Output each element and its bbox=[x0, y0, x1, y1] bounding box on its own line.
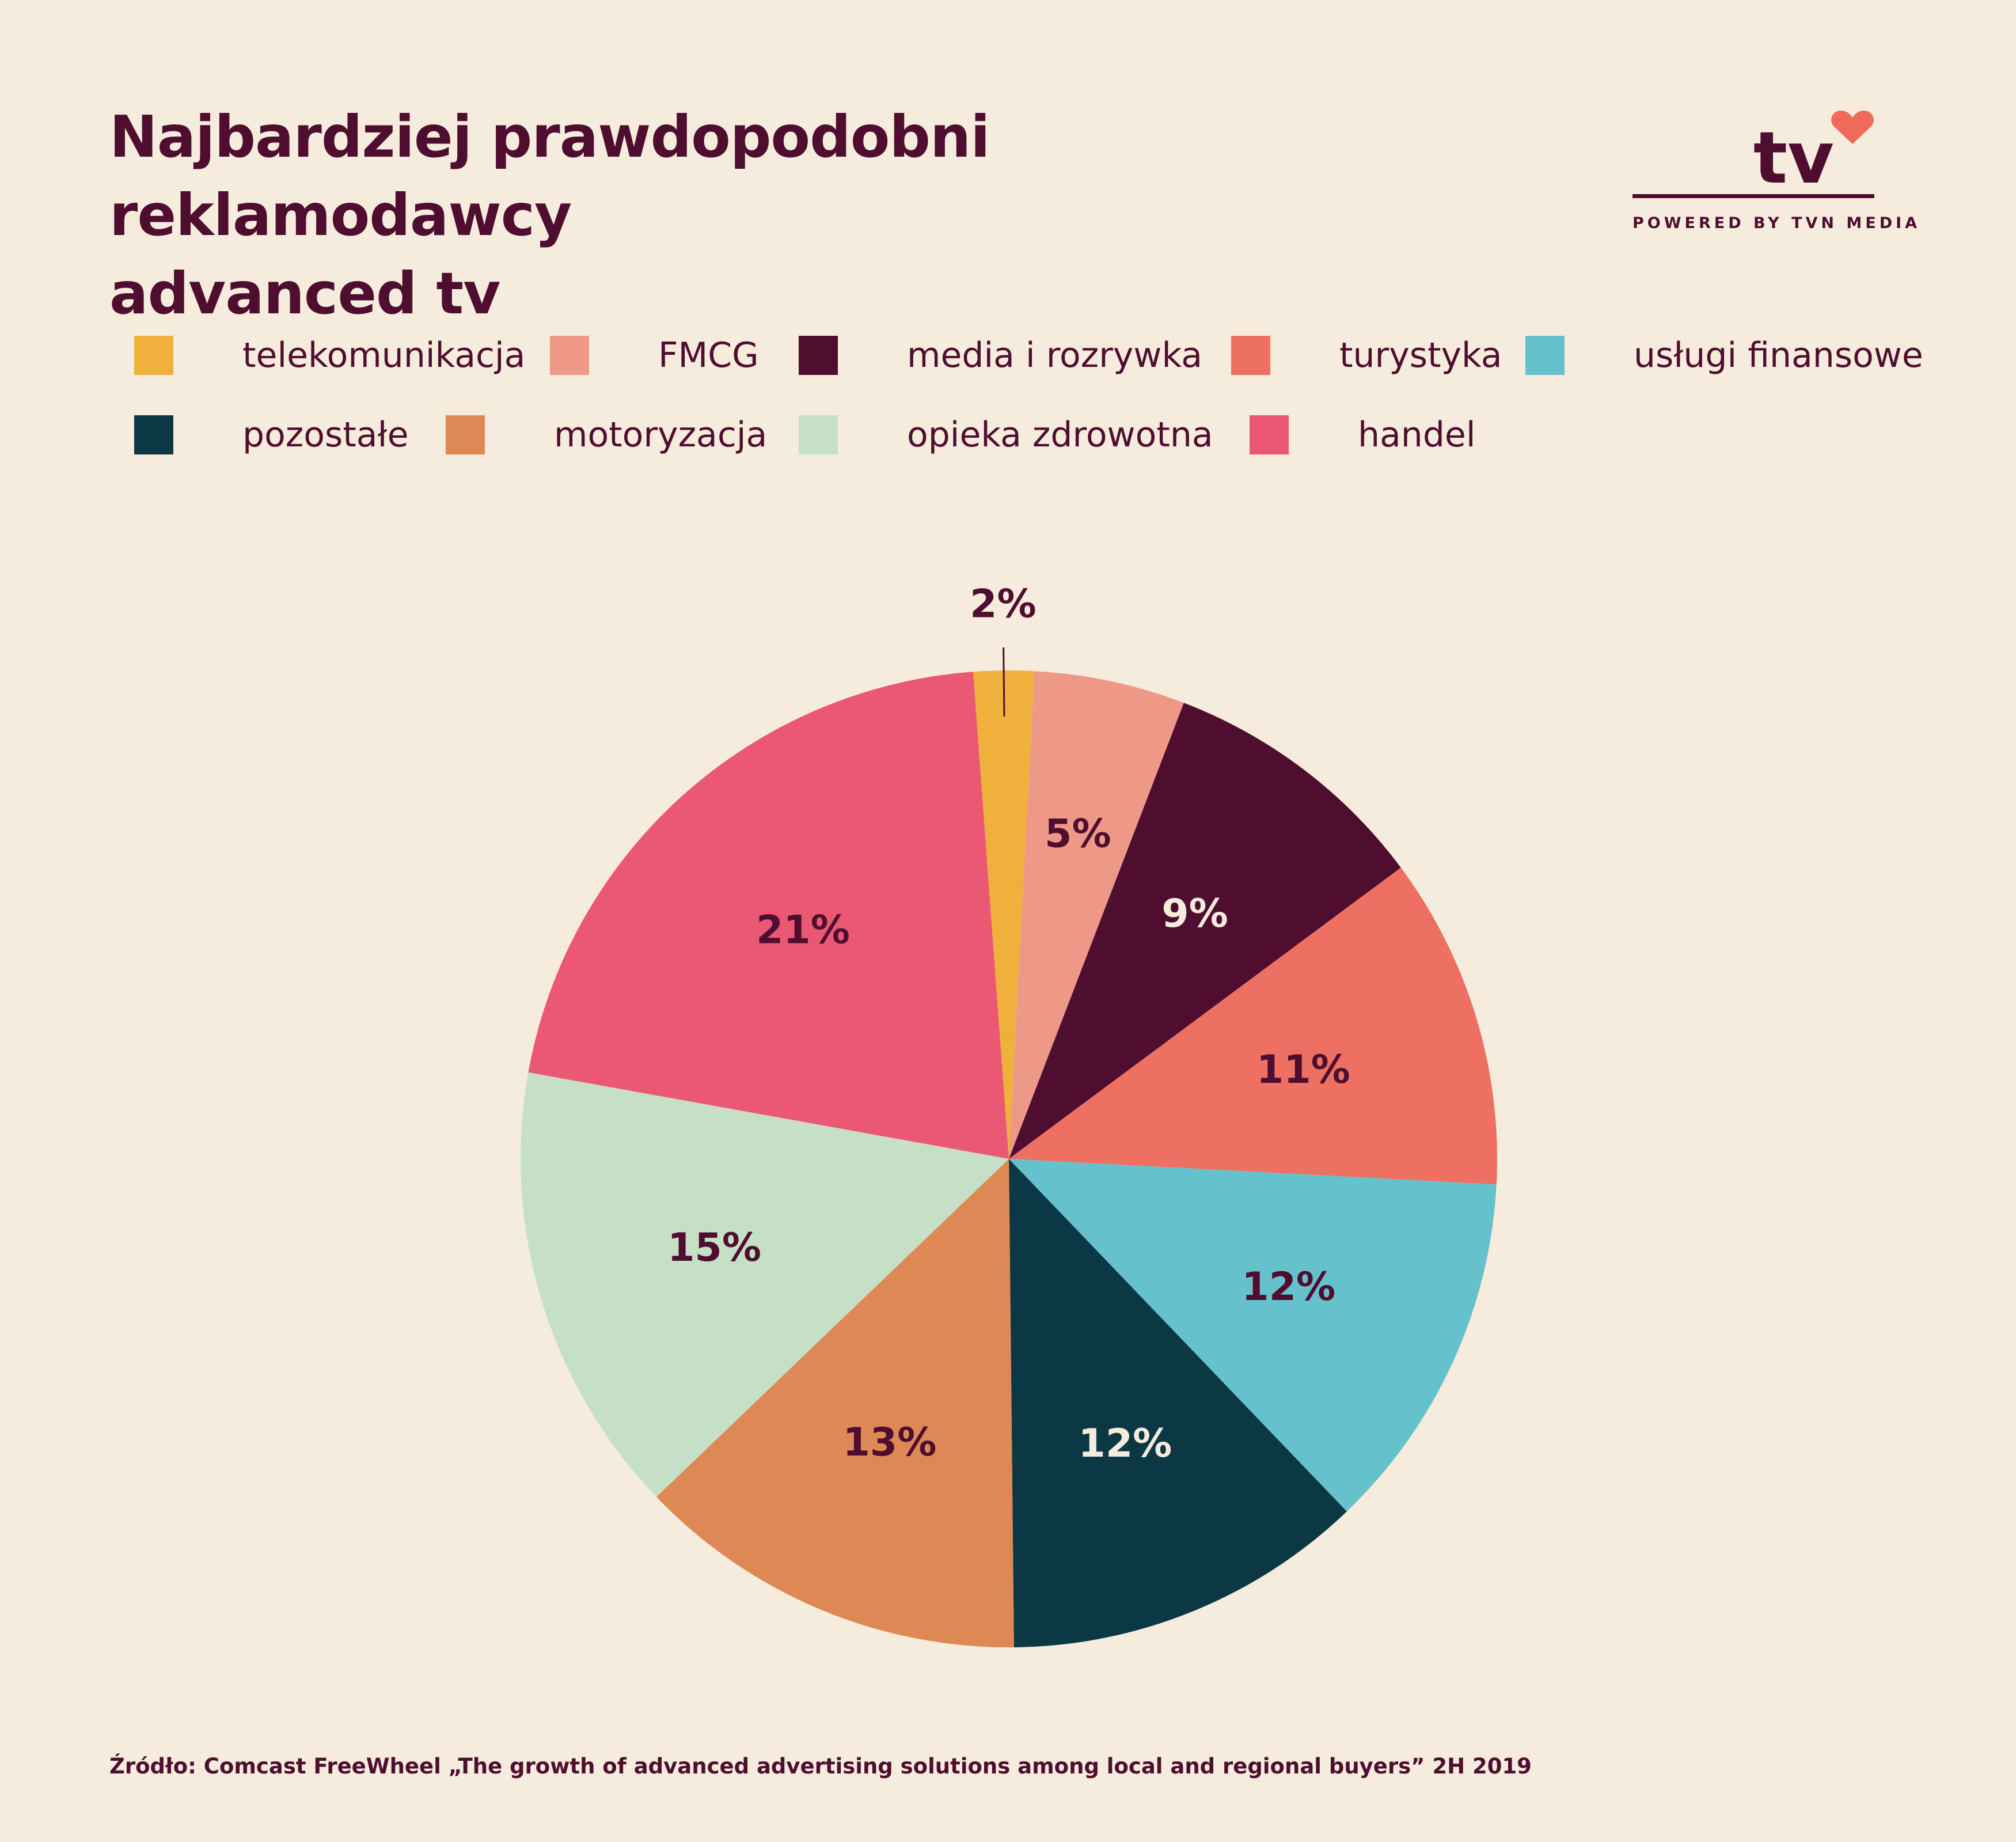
legend-swatch bbox=[1250, 415, 1289, 454]
legend-item: pozostałe bbox=[134, 415, 409, 455]
chart-title: Najbardziej prawdopodobni reklamodawcy a… bbox=[109, 98, 1434, 333]
pie-slice-motoryzacja bbox=[656, 1159, 1014, 1648]
legend-item: turystyka bbox=[1231, 335, 1502, 376]
slice-label: 2% bbox=[970, 582, 1036, 627]
legend-label: telekomunikacja bbox=[242, 335, 526, 376]
legend-swatch bbox=[550, 336, 589, 375]
pie-slice-telekomunikacja bbox=[973, 670, 1035, 1159]
legend-label: opieka zdrowotna bbox=[907, 415, 1213, 455]
slice-label: 9% bbox=[1161, 891, 1228, 937]
legend-item: opieka zdrowotna bbox=[799, 415, 1213, 455]
slice-label: 12% bbox=[1242, 1264, 1335, 1310]
legend-swatch bbox=[134, 336, 173, 375]
legend-swatch bbox=[446, 415, 485, 454]
legend-label: motoryzacja bbox=[554, 415, 768, 455]
legend-item: telekomunikacja bbox=[134, 335, 525, 376]
legend-label: handel bbox=[1358, 415, 1476, 455]
legend-label: media i rozrywka bbox=[907, 335, 1202, 376]
legend-label: usługi finansowe bbox=[1634, 335, 1923, 376]
legend-item: motoryzacja bbox=[446, 415, 767, 455]
legend-label: pozostałe bbox=[242, 415, 409, 455]
legend-label: turystyka bbox=[1339, 335, 1502, 376]
chart-title-line-1: Najbardziej prawdopodobni reklamodawcy bbox=[109, 103, 990, 249]
legend-swatch bbox=[134, 415, 173, 454]
pie-slice-media-i-rozrywka bbox=[1009, 703, 1401, 1159]
heart-icon bbox=[1831, 111, 1874, 144]
slice-label: 12% bbox=[1079, 1421, 1172, 1466]
pie-slice-usługi-finansowe bbox=[1009, 1159, 1497, 1512]
logo-text: tv bbox=[1753, 117, 1834, 200]
slice-label: 13% bbox=[843, 1420, 937, 1465]
legend-item: media i rozrywka bbox=[799, 335, 1202, 376]
legend-item: handel bbox=[1250, 415, 1476, 455]
legend-swatch bbox=[1231, 336, 1270, 375]
legend: telekomunikacja FMCG media i rozrywka turys… bbox=[0, 0, 2016, 518]
logo-tagline: POWERED BY TVN MEDIA bbox=[1632, 214, 1921, 232]
pie-slice-opieka-zdrowotna bbox=[520, 1072, 1009, 1497]
logo-underline bbox=[1632, 194, 1874, 198]
pie-slice-pozostałe bbox=[1009, 1159, 1347, 1647]
slice-label: 11% bbox=[1256, 1047, 1350, 1093]
slice-label: 15% bbox=[667, 1225, 761, 1271]
legend-item: FMCG bbox=[550, 335, 759, 376]
pie-slice-turystyka bbox=[1009, 867, 1497, 1185]
legend-label: FMCG bbox=[658, 335, 759, 376]
chart-title-line-2: advanced tv bbox=[109, 260, 500, 327]
source-footnote: Źródło: Comcast FreeWheel „The growth of… bbox=[109, 1754, 1532, 1779]
legend-item: usługi finansowe bbox=[1525, 335, 1923, 376]
legend-swatch bbox=[799, 336, 838, 375]
slice-label: 21% bbox=[756, 908, 850, 953]
legend-swatch bbox=[799, 415, 838, 454]
pie-slice-handel bbox=[528, 672, 1009, 1159]
legend-swatch bbox=[1525, 336, 1565, 375]
slice-label: 5% bbox=[1045, 812, 1111, 857]
pie-slice-FMCG bbox=[1009, 671, 1184, 1159]
tvn-logo: tv POWERED BY TVN MEDIA bbox=[1632, 104, 1921, 242]
